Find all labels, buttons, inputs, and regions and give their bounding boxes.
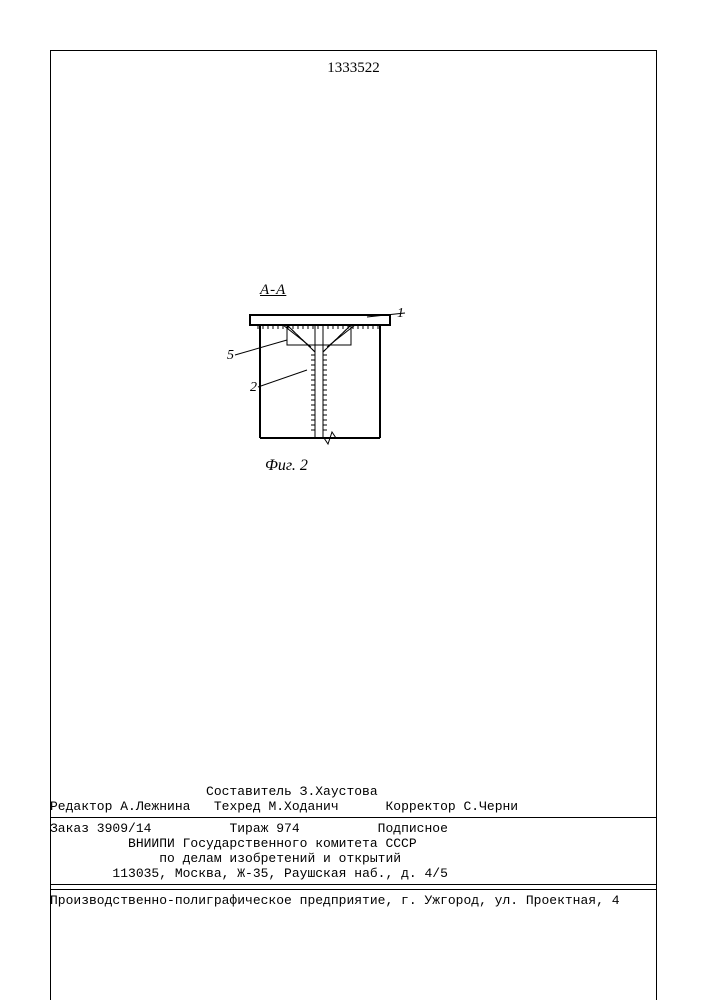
figure-2: 1 5 2 (225, 300, 415, 450)
figure-caption: Фиг. 2 (265, 457, 308, 475)
podpisnoe-text: Подписное (378, 821, 448, 836)
compiler-text: Составитель З.Хаустова (206, 784, 378, 799)
svg-text:2: 2 (250, 380, 257, 395)
patent-number: 1333522 (0, 60, 707, 77)
credits-line: Редактор А.Лежнина Техред М.Ходанич Корр… (50, 800, 657, 815)
colophon-block: Составитель З.Хаустова Редактор А.Лежнин… (50, 785, 657, 909)
order-text: Заказ 3909/14 (50, 821, 151, 836)
org1-line: ВНИИПИ Государственного комитета СССР (50, 837, 657, 852)
section-view-label: А-А (260, 282, 286, 299)
editor-text: Редактор А.Лежнина (50, 799, 190, 814)
org1-text: ВНИИПИ Государственного комитета СССР (128, 836, 417, 851)
org2-line: по делам изобретений и открытий (50, 852, 657, 867)
divider-2 (50, 884, 657, 885)
addr-line: 113035, Москва, Ж-35, Раушская наб., д. … (50, 867, 657, 882)
svg-text:1: 1 (397, 306, 404, 321)
compiler-line: Составитель З.Хаустова (50, 785, 657, 800)
addr-text: 113035, Москва, Ж-35, Раушская наб., д. … (112, 866, 447, 881)
techred-text: Техред М.Ходанич (214, 799, 339, 814)
org2-text: по делам изобретений и открытий (159, 851, 401, 866)
corrector-text: Корректор С.Черни (385, 799, 518, 814)
divider-3 (50, 889, 657, 890)
press-text: Производственно-полиграфическое предприя… (50, 893, 620, 908)
svg-text:5: 5 (227, 348, 234, 363)
press-line: Производственно-полиграфическое предприя… (50, 894, 657, 909)
tirazh-text: Тираж 974 (229, 821, 299, 836)
divider-1 (50, 817, 657, 818)
order-line: Заказ 3909/14 Тираж 974 Подписное (50, 822, 657, 837)
